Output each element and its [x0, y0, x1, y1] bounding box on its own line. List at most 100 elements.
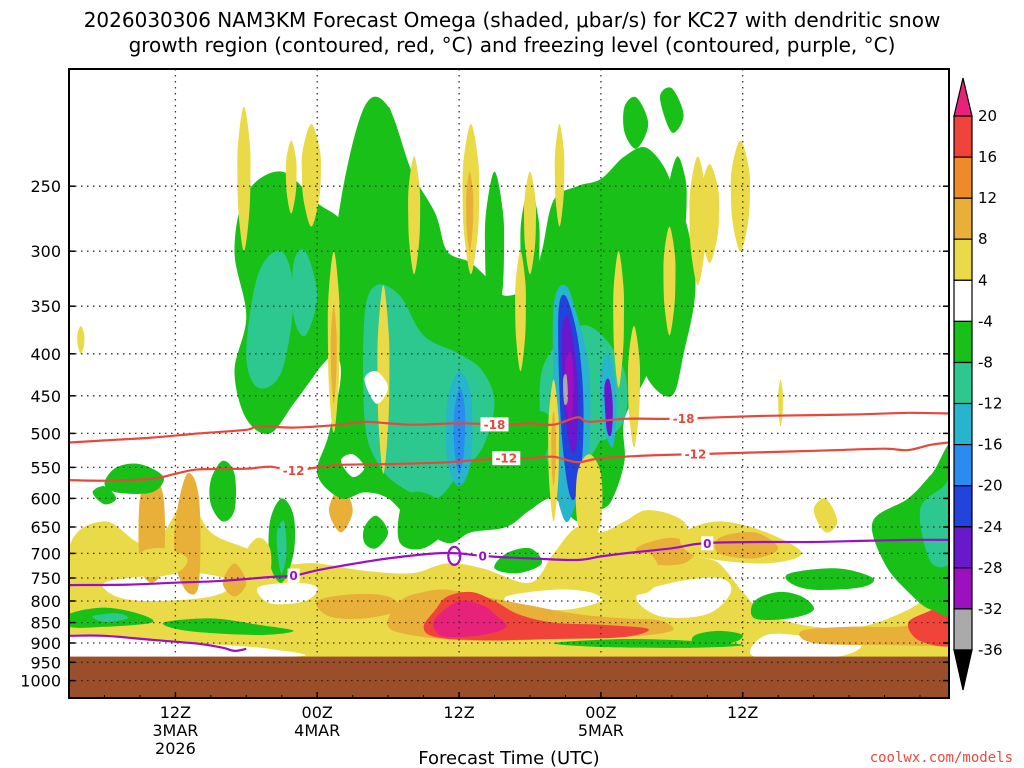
omega-shade-30: [484, 171, 505, 336]
omega-shade-45: [668, 156, 687, 252]
x-tick-label: 12Z: [160, 703, 191, 722]
y-tick-label: 800: [30, 592, 61, 611]
omega-shade-71: [523, 171, 537, 275]
x-tick-label: 4MAR: [294, 721, 340, 740]
omega-shade-17: [433, 600, 507, 638]
colorbar-label: -32: [978, 600, 1003, 618]
colorbar-label: -20: [978, 477, 1003, 495]
omega-shade-68: [466, 171, 474, 252]
omega-shade-25: [246, 250, 294, 389]
colorbar-band: [953, 197, 973, 240]
contours: -18 -18 -12 -12 -12 0 0 0: [69, 411, 949, 653]
contour-label: 0: [479, 549, 487, 563]
colorbar-band: [953, 526, 973, 569]
contour-label-bg: [279, 463, 308, 478]
x-tick-label: 00Z: [302, 703, 333, 722]
omega-shade-72: [554, 124, 565, 227]
omega-shade-43: [604, 378, 613, 437]
omega-shade-65: [330, 306, 337, 404]
colorbar-band: [953, 238, 973, 281]
y-tick-label: 550: [30, 458, 61, 477]
contour-label: 0: [703, 537, 711, 551]
plot-area: -18 -18 -12 -12 -12 0 0 0: [69, 69, 949, 698]
y-tick-label: 850: [30, 614, 61, 633]
colorbar-band: [953, 320, 973, 364]
omega-shade-41: [562, 373, 568, 406]
omega-shade-3: [504, 589, 602, 611]
y-tick-label: 300: [30, 242, 61, 261]
y-tick-label: 1000: [20, 672, 61, 691]
x-tick-label: 5MAR: [578, 721, 624, 740]
colorbar-band: [953, 279, 973, 322]
contour-label-bg: [669, 411, 698, 426]
omega-shade-40: [565, 352, 574, 421]
omega-shade-70: [515, 251, 526, 372]
y-tick-label: 700: [30, 544, 61, 563]
omega-shade-53: [276, 520, 287, 574]
omega-shade-61: [237, 106, 251, 252]
colorbar-band: [953, 608, 973, 651]
omega-shade-80: [730, 140, 751, 252]
omega-shade-83: [104, 527, 117, 564]
x-axis-label: Forecast Time (UTC): [418, 748, 599, 768]
colorbar-label: -12: [978, 395, 1003, 413]
omega-shade-90: [813, 498, 838, 533]
y-tick-label: 600: [30, 489, 61, 508]
contour-label-bg: [701, 536, 714, 551]
y-tick-label: 350: [30, 297, 61, 316]
omega-shade-62: [285, 140, 297, 214]
colorbar-band: [953, 402, 973, 446]
pressure-axis: 2503003504004505005506006507007508008509…: [20, 177, 949, 691]
y-tick-label: 750: [30, 569, 61, 588]
contour-label-bg: [492, 451, 521, 466]
colorbar-label: -28: [978, 559, 1003, 577]
x-tick-label: 3MAR: [152, 721, 198, 740]
colorbar-band: [953, 361, 973, 405]
colorbar-label: -36: [978, 641, 1003, 659]
x-tick-label: 2026: [155, 739, 196, 758]
omega-shade-59: [750, 591, 814, 621]
contour-label-bg: [476, 548, 489, 563]
omega-shade-8: [316, 593, 402, 619]
y-tick-label: 950: [30, 653, 61, 672]
contour-label: -18: [673, 412, 695, 426]
contour-label: -12: [685, 448, 707, 462]
omega-shade-77: [663, 226, 676, 336]
omega-shade-48: [660, 87, 684, 133]
freezing-level-loop: [447, 545, 462, 567]
y-tick-label: 500: [30, 424, 61, 443]
colorbar-min-triangle: [953, 649, 973, 691]
omega-shade-1: [102, 572, 235, 601]
omega-shade-56: [494, 547, 543, 574]
omega-shade-51: [209, 460, 236, 522]
colorbar-band: [953, 567, 973, 610]
omega-shade-57: [871, 443, 949, 617]
contour-label: -18: [484, 418, 506, 432]
y-tick-label: 250: [30, 177, 61, 196]
omega-shade-89: [714, 531, 779, 559]
y-tick-label: 900: [30, 634, 61, 653]
x-tick-label: 00Z: [585, 703, 616, 722]
colorbar-label: 8: [978, 230, 988, 248]
contour-label-bg: [681, 447, 710, 462]
omega-shade-82: [77, 326, 85, 354]
colorbar-label: -24: [978, 518, 1003, 536]
omega-shade-76: [627, 326, 641, 448]
credit-text[interactable]: coolwx.com/models: [870, 750, 1013, 766]
omega-shade-50: [92, 486, 117, 505]
omega-shade-4: [636, 577, 732, 618]
colorbar-label: 16: [978, 148, 997, 166]
contour-label: 0: [289, 569, 297, 583]
colorbar-band: [953, 485, 973, 528]
x-tick-label: 12Z: [727, 703, 758, 722]
contour-line-2: [69, 538, 949, 587]
colorbar-band: [953, 115, 973, 158]
omega-shade-60: [691, 630, 744, 645]
y-tick-label: 650: [30, 518, 61, 537]
omega-shade-6: [69, 634, 306, 659]
omega-shade-26: [292, 249, 318, 337]
colorbar-label: 12: [978, 189, 997, 207]
omega-shade-54: [363, 515, 389, 549]
omega-shade-85: [246, 537, 272, 578]
omega-shade-84: [136, 548, 188, 578]
